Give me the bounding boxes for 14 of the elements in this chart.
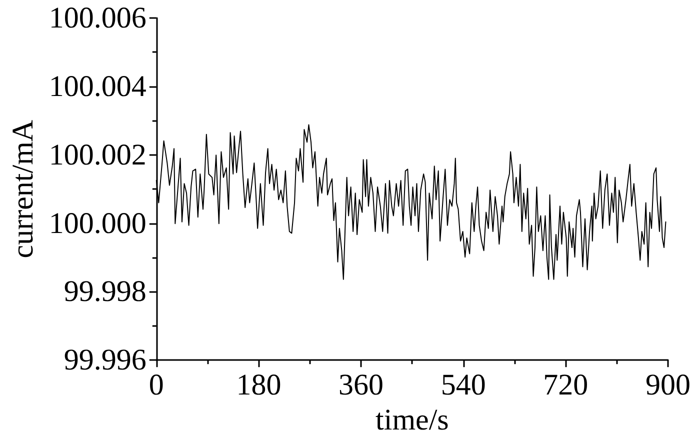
y-tick-label: 100.000 <box>48 206 146 240</box>
y-tick-label: 100.004 <box>48 70 146 103</box>
y-tick-label: 100.002 <box>48 138 146 172</box>
y-tick-label: 99.996 <box>64 344 146 377</box>
y-axis-title: current/mA <box>6 120 40 258</box>
y-tick-label: 99.998 <box>64 275 146 308</box>
x-tick-label: 540 <box>440 368 486 402</box>
x-axis-title: time/s <box>376 404 449 436</box>
x-tick-label: 180 <box>236 368 282 402</box>
x-tick-label: 720 <box>543 368 588 402</box>
y-tick-label: 100.006 <box>48 2 146 34</box>
x-tick-label: 0 <box>148 368 164 402</box>
x-tick-label: 360 <box>338 368 384 402</box>
x-tick-label: 900 <box>646 368 690 402</box>
